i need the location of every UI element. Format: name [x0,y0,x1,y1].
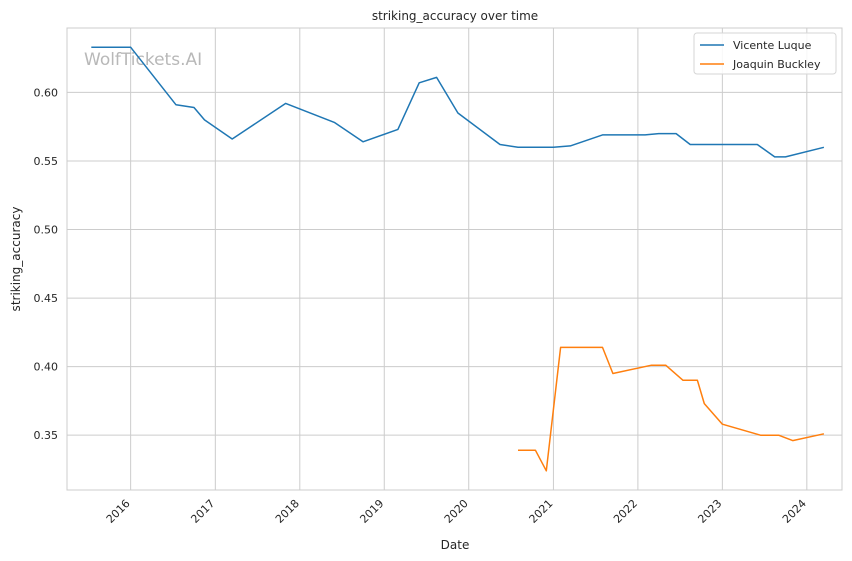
y-tick-label: 0.50 [34,224,59,237]
y-tick-label: 0.60 [34,86,59,99]
chart-title: striking_accuracy over time [372,9,538,23]
legend: Vicente Luque Joaquin Buckley [693,32,837,75]
y-tick-label: 0.40 [34,361,59,374]
legend-label-joaquin-buckley: Joaquin Buckley [732,58,821,71]
y-tick-label: 0.45 [34,292,59,305]
y-tick-label: 0.35 [34,429,59,442]
y-tick-labels: 0.35 0.40 0.45 0.50 0.55 0.60 [34,86,59,442]
plot-area-frame [66,27,843,491]
x-axis-label: Date [441,538,470,552]
x-gridlines [130,28,808,490]
legend-label-vicente-luque: Vicente Luque [733,39,812,52]
legend-box [693,32,837,75]
series-layer [91,46,825,472]
y-gridlines [67,91,842,436]
series-line-joaquin-buckley [518,346,825,472]
y-tick-label: 0.55 [34,155,59,168]
watermark: WolfTickets.AI [84,50,202,70]
series-line-vicente-luque [91,46,825,158]
y-axis-label: striking_accuracy [9,207,23,312]
